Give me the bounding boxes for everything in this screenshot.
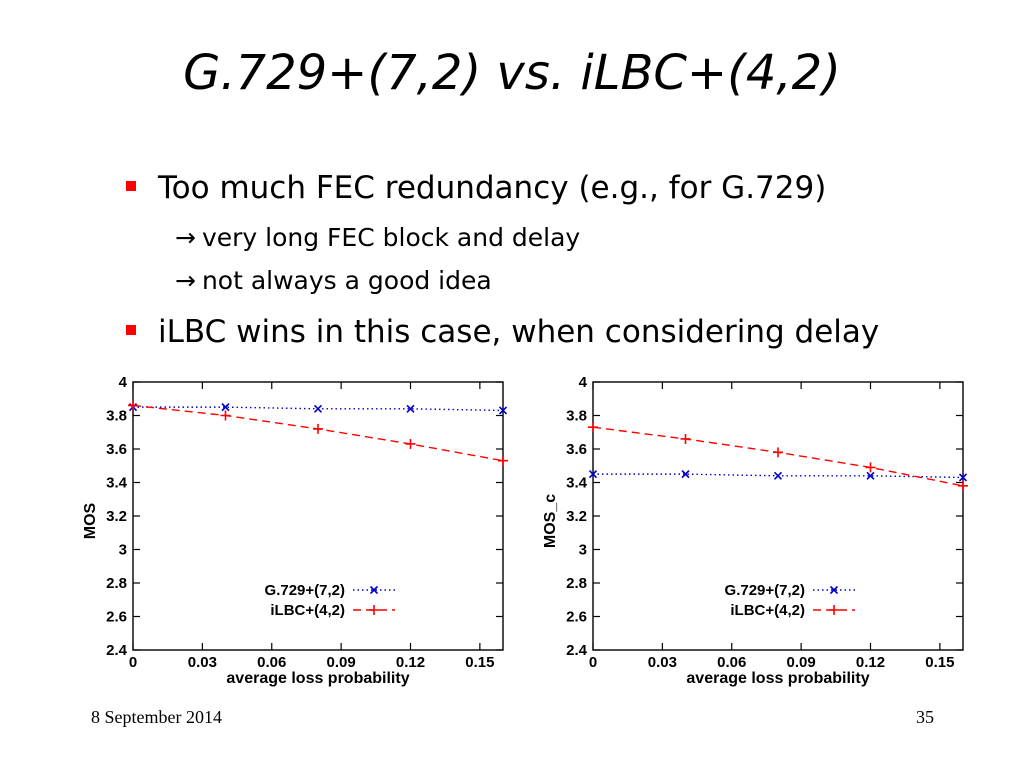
data-point-marker [958,473,968,482]
y-tick-label: 3.4 [106,475,128,492]
bullet-square-icon [126,180,136,191]
slide-title: G.729+(7,2) vs. iLBC+(4,2) [183,45,841,101]
data-point-marker [958,480,968,491]
mos-c-chart: 2.4 2.6 2.8 3 3.2 3.4 3.6 3.8 4 0 0.03 0.06 0.09 0.12… [542,374,968,687]
arrow-right-icon: → [175,223,196,252]
data-point-marker [588,470,598,479]
y-tick-label: 3.8 [566,408,587,425]
x-tick-label: 0.06 [257,654,286,671]
y-axis-label: MOS_c [542,494,559,548]
legend-marker [829,585,839,595]
data-point-marker [498,406,508,415]
data-point-marker [221,403,230,412]
y-tick-label: 4 [579,374,588,391]
data-point-marker [498,455,508,466]
data-point-marker [773,471,783,480]
x-tick-label: 0.09 [327,654,356,671]
bullet-item: Too much FEC redundancy (e.g., for G.729… [126,168,826,208]
x-tick-label: 0 [129,654,137,671]
y-tick-label: 3.6 [106,441,127,458]
y-tick-label: 2.4 [106,642,128,659]
y-tick-label: 2.6 [106,609,127,626]
y-tick-label: 2.4 [566,642,588,659]
bullet-list: Too much FEC redundancy (e.g., for G.729… [0,0,1024,370]
legend-label: iLBC+(4,2) [270,602,345,619]
data-point-marker [406,404,415,413]
y-axis-label: MOS [82,502,99,539]
sub-bullet-text: very long FEC block and delay [201,223,581,252]
y-tick-label: 3.6 [566,441,587,458]
sub-bullet-text: not always a good idea [201,266,492,295]
mos-chart: 2.4 2.6 2.8 3 3.2 3.4 3.6 3.8 4 0 0.03 0.06 0.09 0.12… [82,374,508,687]
data-point-marker [773,447,783,458]
sub-bullet-item: → very long FEC block and delay [175,222,580,254]
y-tick-label: 2.8 [106,575,127,592]
x-tick-label: 0 [589,654,597,671]
x-tick-label: 0.15 [465,654,494,671]
data-point-marker [680,433,691,444]
sub-bullet-item: → not always a good idea [175,265,492,297]
data-point-marker [866,471,875,480]
data-point-marker [313,423,323,434]
footer-date: 8 September 2014 [91,707,222,727]
legend-label: iLBC+(4,2) [730,602,805,619]
legend-marker [829,605,839,615]
y-tick-label: 3.4 [566,475,588,492]
x-tick-label: 0.03 [648,654,677,671]
bullet-item: iLBC wins in this case, when considering… [126,312,879,352]
legend-label: G.729+(7,2) [725,582,805,599]
x-tick-label: 0.09 [787,654,816,671]
x-axis-label: average loss probability [226,670,409,687]
y-tick-label: 4 [119,374,128,391]
data-point-marker [128,400,138,411]
footer-page-number: 35 [916,707,934,727]
bullet-square-icon [126,324,136,335]
y-tick-label: 3 [119,542,127,559]
y-tick-label: 3.8 [106,408,127,425]
data-point-marker [681,470,690,479]
data-point-marker [313,404,323,413]
y-tick-label: 3.2 [106,508,127,525]
x-axis-label: average loss probability [686,670,869,687]
y-tick-label: 2.6 [566,609,587,626]
data-point-marker [220,410,231,421]
arrow-right-icon: → [175,266,196,295]
y-tick-label: 3.2 [566,508,587,525]
data-point-marker [405,438,416,449]
y-tick-label: 3 [579,542,587,559]
data-point-marker [588,422,598,433]
legend-label: G.729+(7,2) [265,582,345,599]
x-tick-label: 0.15 [925,654,954,671]
data-point-marker [865,462,876,473]
y-tick-label: 2.8 [566,575,587,592]
x-tick-label: 0.12 [856,654,885,671]
bullet-text: Too much FEC redundancy (e.g., for G.729… [158,170,827,206]
legend-marker [369,585,379,595]
x-tick-label: 0.12 [396,654,425,671]
x-tick-label: 0.06 [717,654,746,671]
legend-marker [369,605,379,615]
x-tick-label: 0.03 [188,654,217,671]
bullet-text: iLBC wins in this case, when considering… [158,314,880,350]
